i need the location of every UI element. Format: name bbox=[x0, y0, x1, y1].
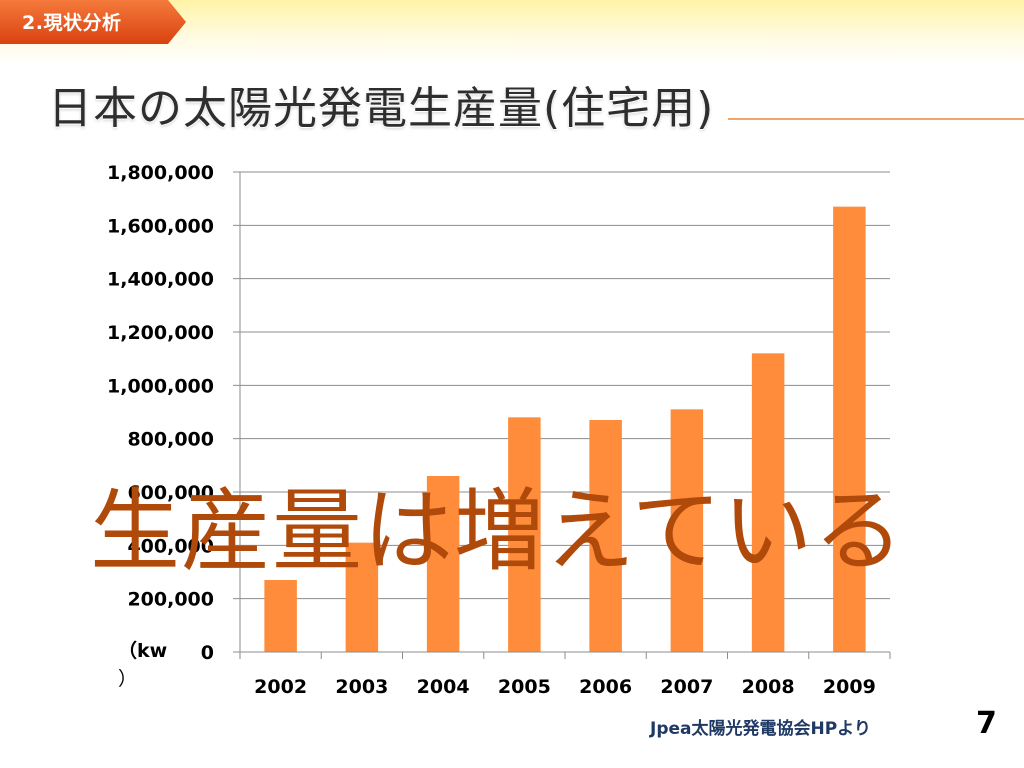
overlay-callout-text: 生産量は増えている bbox=[90, 479, 905, 584]
x-tick-label: 2009 bbox=[823, 676, 876, 698]
x-tick-label: 2007 bbox=[660, 676, 713, 698]
x-tick-label: 2008 bbox=[742, 676, 795, 698]
y-tick-label: 0 bbox=[201, 642, 214, 664]
y-tick-label: 200,000 bbox=[127, 589, 214, 611]
y-axis-unit-label-close: ） bbox=[118, 668, 138, 690]
y-tick-label: 800,000 bbox=[127, 429, 214, 451]
bar-2006 bbox=[589, 420, 622, 652]
y-tick-label: 1,600,000 bbox=[107, 215, 214, 237]
chart-axes bbox=[233, 171, 891, 659]
chart-bars bbox=[264, 206, 866, 652]
page-number: 7 bbox=[976, 706, 997, 741]
slide-title: 日本の太陽光発電生産量(住宅用) bbox=[48, 83, 715, 134]
x-tick-label: 2005 bbox=[498, 676, 551, 698]
section-tab: 2.現状分析 bbox=[0, 0, 186, 44]
bar-chart: 0 200,000 400,000 600,000 800,000 1,000,000 1,… bbox=[107, 162, 891, 698]
bar-2002 bbox=[264, 580, 297, 652]
x-tick-label: 2004 bbox=[417, 676, 470, 698]
y-axis-unit-label: （kw bbox=[118, 640, 168, 662]
y-tick-label: 600,000 bbox=[127, 482, 214, 504]
bar-2003 bbox=[345, 542, 379, 652]
section-tab-label: 2.現状分析 bbox=[22, 12, 122, 34]
section-tab-shape bbox=[0, 0, 186, 44]
x-tick-label: 2006 bbox=[579, 676, 632, 698]
chart-x-ticks: 2002 2003 2004 2005 2006 2007 2008 2009 bbox=[254, 676, 876, 698]
chart-y-ticks: 0 200,000 400,000 600,000 800,000 1,000,000 1,… bbox=[107, 162, 214, 664]
y-tick-label: 1,400,000 bbox=[107, 269, 214, 291]
bar-2008 bbox=[751, 353, 785, 652]
title-underline bbox=[728, 118, 1024, 120]
source-credit: Jpea太陽光発電協会HPより bbox=[650, 719, 871, 739]
y-tick-label: 400,000 bbox=[127, 535, 214, 557]
x-tick-label: 2003 bbox=[335, 676, 388, 698]
bar-2005 bbox=[508, 417, 541, 652]
y-tick-label: 1,200,000 bbox=[107, 322, 214, 344]
bar-2007 bbox=[670, 409, 704, 652]
y-tick-label: 1,000,000 bbox=[107, 375, 214, 397]
bar-2009 bbox=[833, 206, 866, 652]
y-tick-label: 1,800,000 bbox=[107, 162, 214, 184]
bar-2004 bbox=[426, 476, 460, 652]
x-tick-label: 2002 bbox=[254, 676, 307, 698]
